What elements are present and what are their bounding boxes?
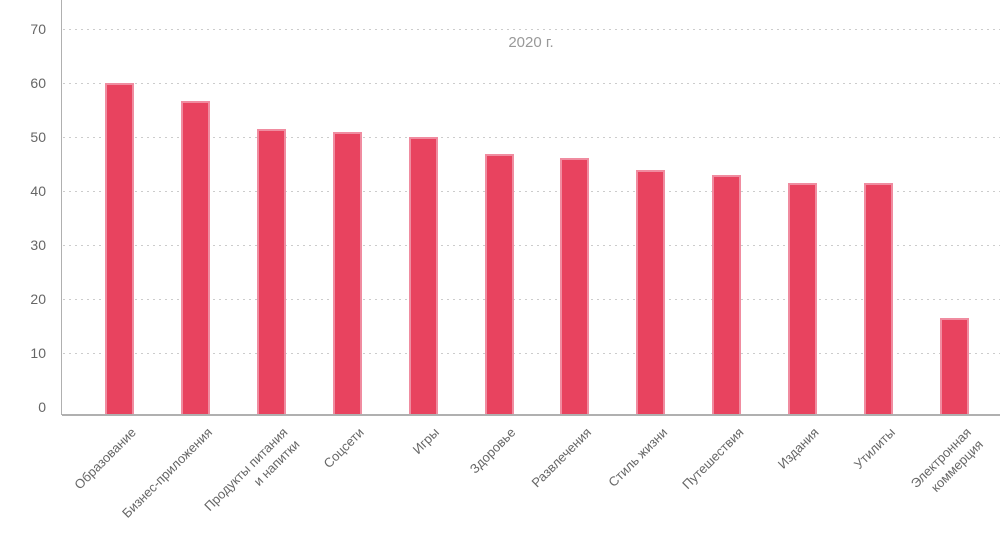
x-axis-label: Образование <box>71 424 139 493</box>
x-axis-label: Здоровье <box>466 424 519 477</box>
x-axis-label: Электронная коммерция <box>907 424 986 495</box>
bar <box>940 318 969 415</box>
y-tick-label: 20 <box>30 291 46 307</box>
chart-title: 2020 г. <box>508 34 554 51</box>
y-tick-label: 10 <box>30 345 46 361</box>
x-axis-line <box>62 414 1000 416</box>
bar <box>788 183 817 415</box>
gridline <box>63 299 1000 300</box>
bar <box>712 175 741 415</box>
bar <box>333 132 362 415</box>
gridline <box>63 83 1000 84</box>
gridline <box>63 29 1000 30</box>
gridline <box>63 191 1000 192</box>
y-tick-label: 0 <box>38 399 46 415</box>
bar <box>485 154 514 416</box>
x-axis-label: Игры <box>410 424 443 458</box>
bar <box>864 183 893 415</box>
y-tick-label: 40 <box>30 183 46 199</box>
y-tick-label: 70 <box>30 21 46 37</box>
x-axis-label: Развлечения <box>528 424 595 491</box>
x-axis-label: Соцсети <box>320 424 367 471</box>
x-axis-label: Издания <box>775 424 822 472</box>
bar <box>560 158 589 415</box>
y-tick-label: 30 <box>30 237 46 253</box>
x-axis-label: Путешествия <box>678 424 747 493</box>
y-tick-label: 60 <box>30 75 46 91</box>
gridline <box>63 137 1000 138</box>
bar <box>409 137 438 415</box>
x-axis-label: Продукты питания и напитки <box>201 424 303 514</box>
x-axis-label: Стиль жизни <box>605 424 671 490</box>
bar <box>181 101 210 415</box>
x-axis-label: Утилиты <box>850 424 898 472</box>
y-axis-line <box>61 0 62 415</box>
bar <box>636 170 665 415</box>
gridline <box>63 353 1000 354</box>
y-tick-label: 50 <box>30 129 46 145</box>
bar <box>257 129 286 415</box>
gridline <box>63 245 1000 246</box>
bar <box>105 83 134 415</box>
